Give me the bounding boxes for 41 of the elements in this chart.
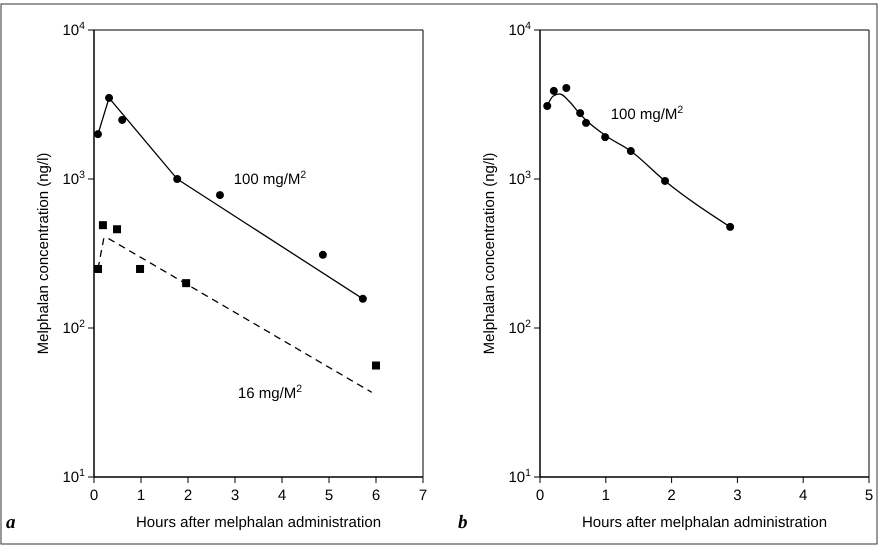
point bbox=[550, 86, 558, 95]
x-axis-title: Hours after melphalan administration bbox=[582, 514, 828, 531]
x-tick-label: 4 bbox=[799, 487, 808, 504]
x-tick-label: 1 bbox=[136, 487, 146, 504]
x-tick-label: 6 bbox=[372, 487, 380, 504]
x-tick-label: 3 bbox=[230, 487, 240, 504]
y-tick-label: 10$^{4}$ bbox=[62, 20, 86, 39]
point bbox=[136, 264, 144, 273]
y-axis-title: Melphalan concentration (ng/l) bbox=[481, 152, 498, 354]
point bbox=[372, 362, 380, 370]
x-tick-label: 1 bbox=[602, 487, 610, 504]
y-tick-label: 10$^{3}$ bbox=[508, 169, 532, 188]
annotation: 100 mg/M$^{2}$ bbox=[610, 104, 684, 123]
x-axis-title: Hours after melphalan administration bbox=[136, 514, 382, 531]
y-tick-label: 10$^{3}$ bbox=[62, 169, 86, 188]
annotation: 16 mg/M$^{2}$ bbox=[238, 383, 302, 402]
x-tick-label: 0 bbox=[536, 487, 544, 504]
y-tick-label: 10$^{1}$ bbox=[508, 467, 532, 486]
x-tick-label: 2 bbox=[667, 487, 676, 504]
x-tick-label: 5 bbox=[864, 487, 874, 504]
x-tick-label: 2 bbox=[184, 487, 192, 504]
point bbox=[216, 191, 224, 200]
x-tick-label: 7 bbox=[418, 487, 428, 504]
x-tick-label: 5 bbox=[324, 487, 334, 504]
y-tick-label: 10$^{1}$ bbox=[62, 467, 86, 486]
y-tick-label: 10$^{2}$ bbox=[508, 318, 532, 337]
point bbox=[98, 221, 107, 230]
x-tick-label: 3 bbox=[733, 487, 742, 504]
point bbox=[562, 84, 570, 92]
x-tick-label: 0 bbox=[90, 487, 98, 504]
y-tick-label: 10$^{4}$ bbox=[508, 20, 532, 39]
y-tick-label: 10$^{2}$ bbox=[62, 318, 86, 337]
text: b bbox=[458, 512, 468, 533]
point bbox=[94, 264, 102, 273]
x-tick-label: 4 bbox=[278, 487, 286, 504]
annotation: 100 mg/M$^{2}$ bbox=[234, 169, 306, 188]
point bbox=[318, 250, 327, 259]
point bbox=[113, 225, 122, 234]
point bbox=[118, 116, 126, 124]
text: a bbox=[6, 512, 16, 533]
y-axis-title: Melphalan concentration (ng/l) bbox=[35, 152, 52, 354]
